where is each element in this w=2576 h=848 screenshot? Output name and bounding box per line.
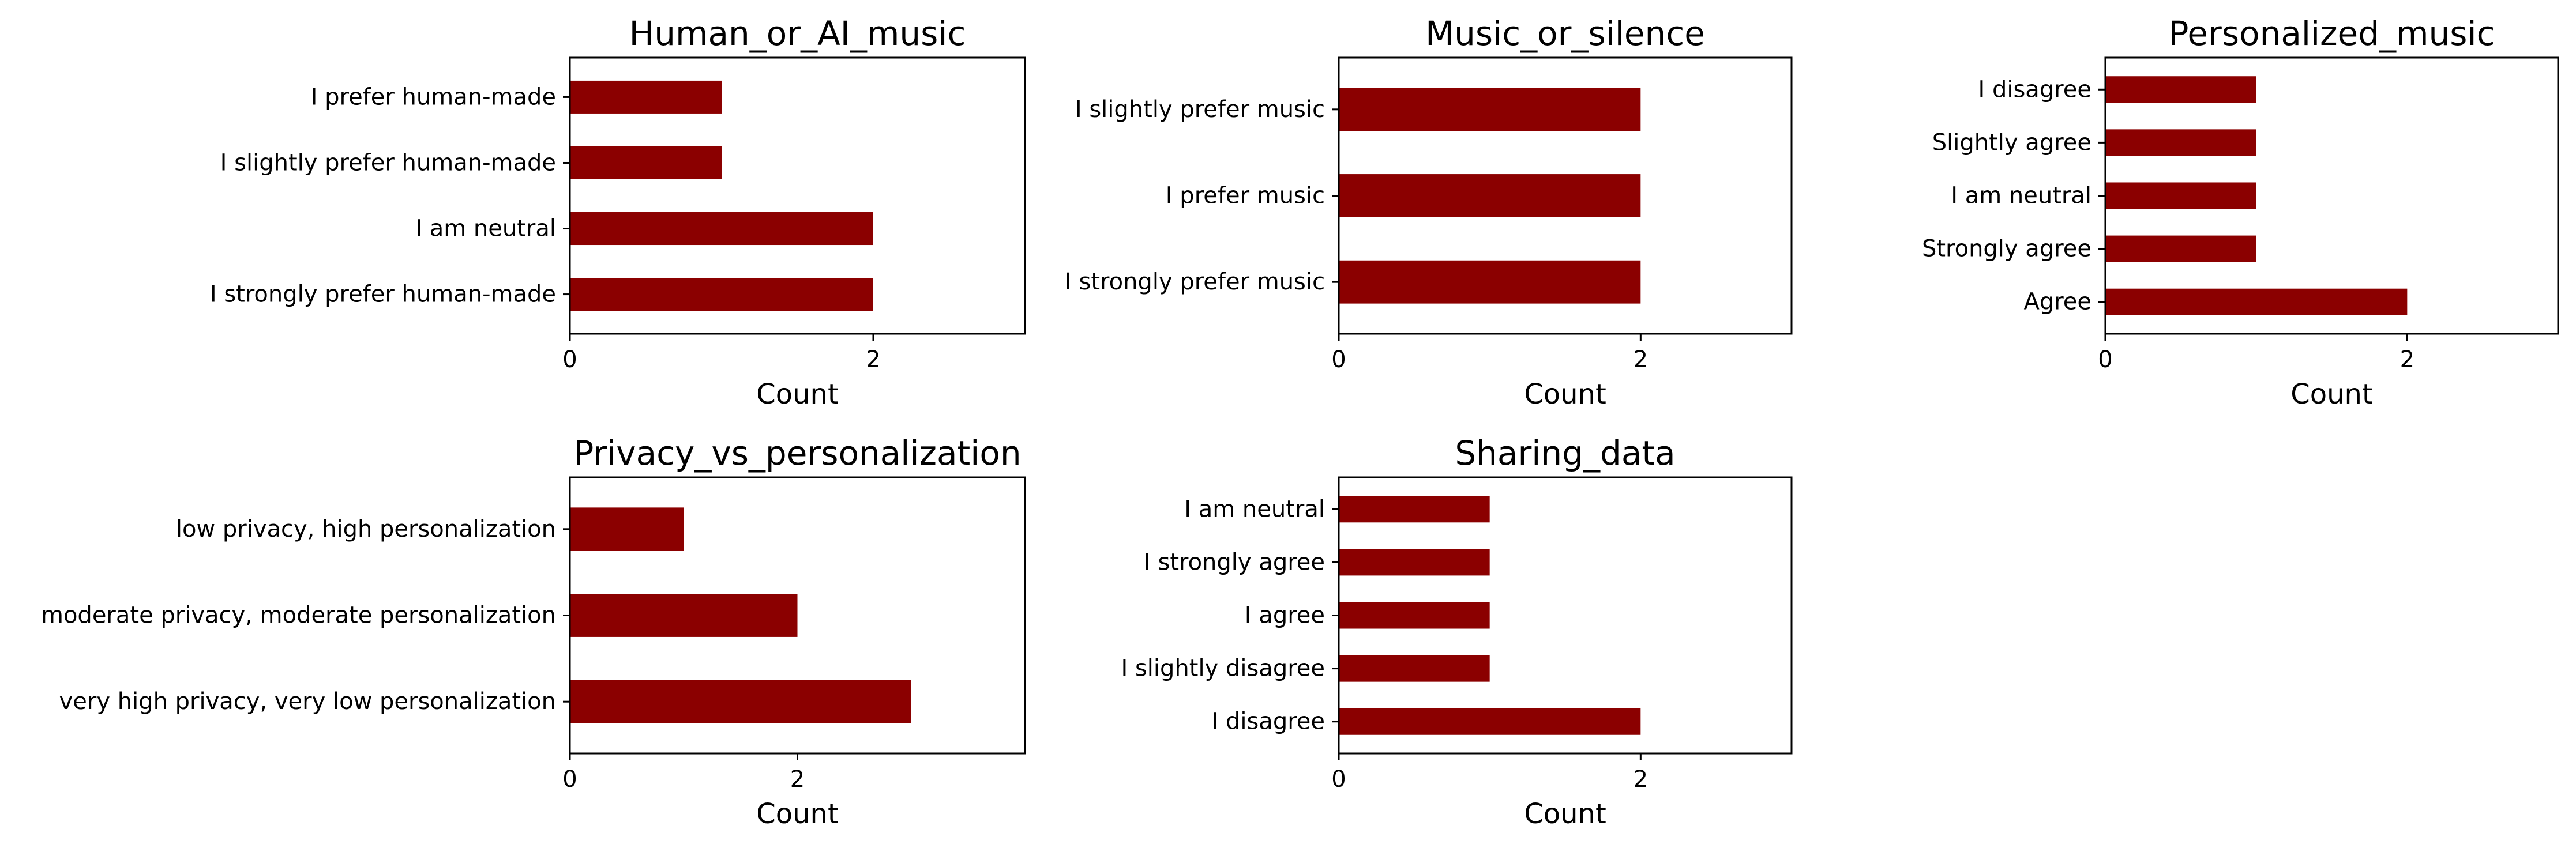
- x-tick-label: 0: [2098, 346, 2112, 373]
- x-axis-label: Count: [1524, 798, 1606, 830]
- bar: [570, 212, 873, 246]
- bar: [2105, 76, 2256, 103]
- bar: [1339, 88, 1641, 131]
- plot-frame: [2104, 56, 2559, 335]
- x-axis-label: Count: [1524, 378, 1606, 410]
- chart-title: Personalized_music: [2168, 14, 2495, 53]
- bar: [570, 594, 798, 637]
- bar: [1339, 174, 1641, 217]
- y-tick-label: I strongly agree: [1144, 549, 1325, 575]
- subplot-2: I slightly prefer music I prefer music I s…: [1065, 14, 1793, 410]
- x-axis-label: Count: [756, 798, 839, 830]
- x-axis-label: Count: [756, 378, 839, 410]
- chart-title: Human_or_AI_music: [629, 14, 966, 53]
- y-tick-label: I slightly disagree: [1121, 655, 1325, 682]
- plot-frame: [1338, 56, 1793, 335]
- y-tick-label: moderate privacy, moderate personalizati…: [41, 602, 556, 629]
- y-tick-label: Agree: [2023, 289, 2091, 315]
- plot-frame: [569, 56, 1026, 335]
- x-tick-label: 0: [1331, 766, 1346, 793]
- bar: [1339, 549, 1490, 576]
- y-tick-label: I slightly prefer human-made: [220, 149, 556, 176]
- bar: [2105, 235, 2256, 262]
- bar: [570, 507, 684, 551]
- bar: [1339, 708, 1641, 735]
- y-tick-label: Slightly agree: [1932, 129, 2091, 156]
- x-tick-label: 2: [790, 766, 805, 793]
- y-tick-label: I disagree: [1978, 76, 2091, 103]
- bar: [570, 278, 873, 311]
- x-tick-label: 2: [2400, 346, 2414, 373]
- subplot-5: I am neutral I strongly agree I agree I sli…: [1121, 434, 1793, 830]
- y-tick-label: I prefer human-made: [311, 84, 556, 110]
- chart-title: Music_or_silence: [1425, 14, 1705, 53]
- y-tick-label: I agree: [1245, 602, 1325, 629]
- bar: [1339, 260, 1641, 304]
- bar: [570, 680, 911, 723]
- subplot-3: I disagree Slightly agree I am neutral Stro…: [1922, 14, 2559, 410]
- bar: [2105, 129, 2256, 156]
- y-tick-label: Strongly agree: [1922, 236, 2091, 262]
- y-tick-label: I strongly prefer music: [1065, 269, 1325, 295]
- subplot-1: I prefer human-made I slightly prefer hum…: [210, 14, 1026, 410]
- chart-title: Privacy_vs_personalization: [573, 434, 1021, 473]
- y-tick-label: low privacy, high personalization: [176, 516, 556, 542]
- x-axis-label: Count: [2290, 378, 2373, 410]
- y-tick-label: I am neutral: [1951, 183, 2091, 209]
- bar: [570, 80, 722, 114]
- bar: [1339, 602, 1490, 629]
- y-tick-label: very high privacy, very low personalizat…: [59, 688, 556, 715]
- chart-title: Sharing_data: [1455, 434, 1675, 473]
- bar: [1339, 655, 1490, 682]
- x-tick-label: 0: [1331, 346, 1346, 373]
- bar: [2105, 182, 2256, 209]
- plot-frame: [1338, 476, 1793, 755]
- y-tick-label: I strongly prefer human-made: [210, 281, 556, 308]
- x-tick-label: 2: [866, 346, 880, 373]
- subplot-4: low privacy, high personalization moderat…: [41, 434, 1026, 830]
- x-tick-label: 0: [562, 346, 577, 373]
- x-tick-label: 2: [1634, 766, 1648, 793]
- y-tick-label: I am neutral: [1184, 496, 1325, 522]
- y-tick-label: I slightly prefer music: [1075, 96, 1325, 123]
- x-tick-label: 2: [1634, 346, 1648, 373]
- bar: [570, 146, 722, 179]
- y-tick-label: I disagree: [1211, 708, 1325, 735]
- x-tick-label: 0: [562, 766, 577, 793]
- y-tick-label: I prefer music: [1166, 183, 1325, 209]
- y-tick-label: I am neutral: [415, 216, 556, 242]
- bar: [2105, 288, 2408, 315]
- bar: [1339, 496, 1490, 523]
